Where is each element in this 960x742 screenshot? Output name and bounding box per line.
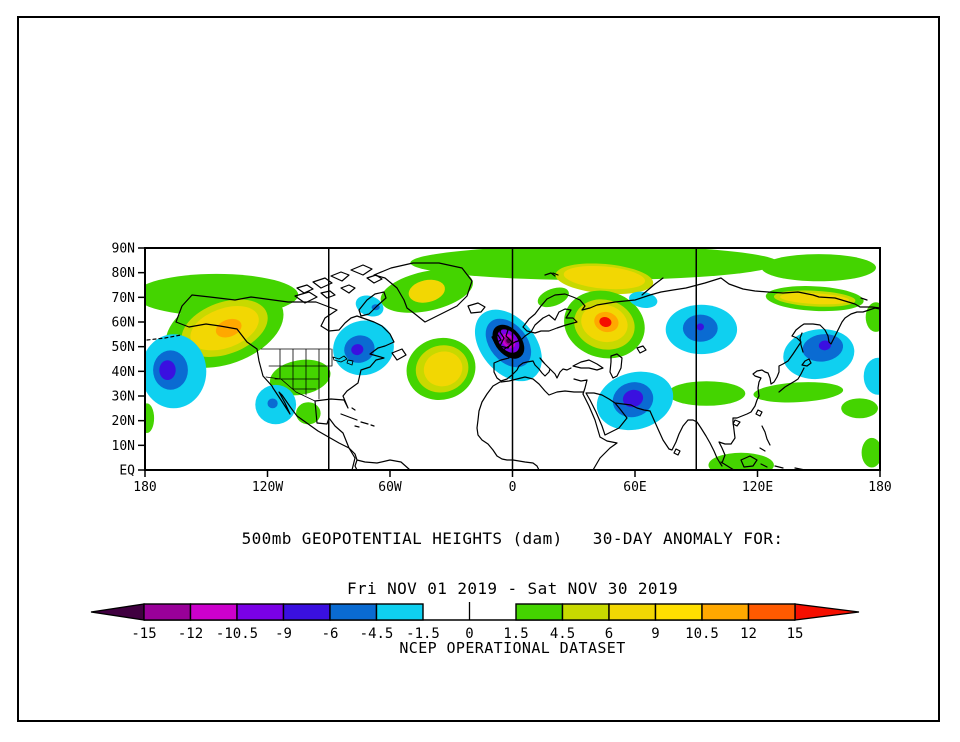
colorbar-tick-label: -10.5 — [216, 626, 258, 642]
anomaly-ring-dateline-green-sliver — [145, 403, 155, 433]
anomaly-ring-central-siberia-trough — [696, 323, 704, 331]
anomaly-ring-kara-sea-trough — [629, 291, 658, 308]
coastline-mediterranean-africa — [500, 376, 588, 396]
y-tick-label: 70N — [112, 291, 135, 306]
colorbar-tick-label: -12 — [178, 626, 203, 642]
anomaly-ring-dateline-trough-east-edge — [863, 357, 880, 395]
coastline-north-america — [175, 294, 395, 470]
coastline-svalbard — [544, 272, 559, 277]
colorbar-tick-label: 6 — [605, 626, 613, 642]
us-state-borders — [260, 348, 333, 402]
wrangel-island — [860, 297, 868, 301]
anomaly-ring-west-pacific-green-band — [753, 382, 844, 403]
anomaly-ring-central-asia-trough — [622, 389, 644, 408]
anomaly-ring-china-green-band — [667, 381, 746, 406]
x-tick-label: 60E — [623, 480, 646, 495]
x-tick-label: 60W — [378, 480, 402, 495]
coastline-east-asia — [718, 307, 880, 464]
canadian-arctic-islands — [294, 264, 387, 317]
anomaly-ring-arctic-band-east-siberia — [761, 254, 876, 282]
y-tick-label: 40N — [112, 365, 135, 380]
colorbar-box — [747, 603, 796, 621]
anomaly-ring-okhotsk-trough — [818, 340, 831, 351]
coastline-japan-sakhalin — [778, 332, 812, 393]
colorbar-tick-label: 15 — [787, 626, 804, 642]
colorbar-tick-label: 4.5 — [550, 626, 575, 642]
colorbar-tick-label: 1.5 — [503, 626, 528, 642]
anomaly-ring-equatorial-pacific-green — [861, 437, 880, 468]
y-tick-label: 60N — [112, 316, 135, 331]
anomaly-ring-scandinavia-green — [537, 287, 569, 308]
anomaly-ring-baja-trough — [267, 398, 278, 409]
coastline-baltic — [522, 308, 578, 334]
caribbean-islands — [340, 407, 375, 428]
colorbar-tick-label: -9 — [275, 626, 292, 642]
coastline-india — [649, 410, 723, 467]
colorbar-tick-label: -1.5 — [406, 626, 440, 642]
anomaly-ring-barents-ridge — [563, 265, 646, 290]
y-tick-label: EQ — [119, 464, 135, 479]
y-tick-label: 80N — [112, 266, 135, 281]
x-tick-label: 180 — [868, 480, 891, 495]
x-tick-label: 120E — [742, 480, 773, 495]
anomaly-ring-east-canada-trough — [351, 344, 364, 356]
colorbar-box — [375, 603, 424, 621]
colorbar-tick-label: 12 — [740, 626, 757, 642]
page-border — [17, 16, 940, 722]
anomaly-ring-baffin-trough — [355, 295, 384, 317]
anomaly-ring-greenland-ridge — [408, 279, 445, 303]
chart-title: 500mb GEOPOTENTIAL HEIGHTS (dam) 30-DAY … — [241, 529, 784, 548]
title-block: 500mb GEOPOTENTIAL HEIGHTS (dam) 30-DAY … — [145, 499, 880, 672]
great-lakes — [332, 355, 354, 366]
anomaly-ring-alaska-ridge — [215, 318, 242, 338]
coastline-newfoundland — [391, 348, 407, 361]
colorbar-tick-label: 0 — [465, 626, 473, 642]
chart-period: Fri NOV 01 2019 - Sat NOV 30 2019 — [346, 579, 679, 598]
colorbar-tick-label: -6 — [322, 626, 339, 642]
novaya-zemlya — [641, 277, 664, 296]
aleutian-islands — [146, 334, 182, 341]
colorbar-tick-label: -15 — [131, 626, 156, 642]
coastline-west-africa — [476, 381, 540, 470]
colorbar-tick-label: 10.5 — [685, 626, 719, 642]
chart-dataset: NCEP OPERATIONAL DATASET — [399, 639, 626, 657]
coastline-south-america — [348, 447, 411, 470]
y-tick-label: 90N — [112, 242, 135, 257]
coastline-europe — [493, 331, 572, 382]
anomaly-ring-north-pacific-trough — [159, 360, 176, 380]
coastline-iceland — [467, 302, 486, 314]
coastline-eurasia-arctic — [522, 277, 880, 328]
caspian-aral-seas — [609, 345, 647, 379]
x-tick-label: 120W — [252, 480, 283, 495]
x-tick-label: 180 — [133, 480, 156, 495]
anomaly-ring-ne-siberia-ridge — [780, 292, 850, 305]
anomaly-field — [145, 248, 880, 470]
coastlines — [146, 262, 880, 470]
coastline-greenland — [373, 262, 473, 323]
y-tick-label: 10N — [112, 439, 135, 454]
y-tick-label: 20N — [112, 414, 135, 429]
axes: 180 120W 60W 0 60E 120E 180 90N 80N 70N 60N 50N 40N 3… — [112, 242, 892, 496]
anomaly-ring-central-pacific-green — [841, 398, 878, 419]
black-sea — [572, 359, 604, 371]
colorbar-tick-label: -4.5 — [360, 626, 394, 642]
anomaly-ring-us-plains-green — [269, 359, 331, 396]
coastline-redsea-arabia — [582, 392, 651, 470]
anomaly-ring-mid-atlantic-ridge — [423, 351, 463, 387]
colorbar-left-arrow — [90, 603, 145, 621]
x-tick-label: 0 — [509, 480, 517, 495]
y-tick-label: 50N — [112, 340, 135, 355]
colorbar-tick-label: 9 — [651, 626, 659, 642]
y-tick-label: 30N — [112, 390, 135, 405]
coastline-uk-ireland — [491, 325, 513, 349]
colorbar: -15 -12 -10.5 -9 -6 -4.5 -1.5 0 1.5 4.5 6 9 10.5 12 15 — [90, 602, 860, 642]
anomaly-ring-west-russia-ridge — [599, 317, 612, 327]
anomaly-ring-mexico-green — [296, 402, 321, 425]
